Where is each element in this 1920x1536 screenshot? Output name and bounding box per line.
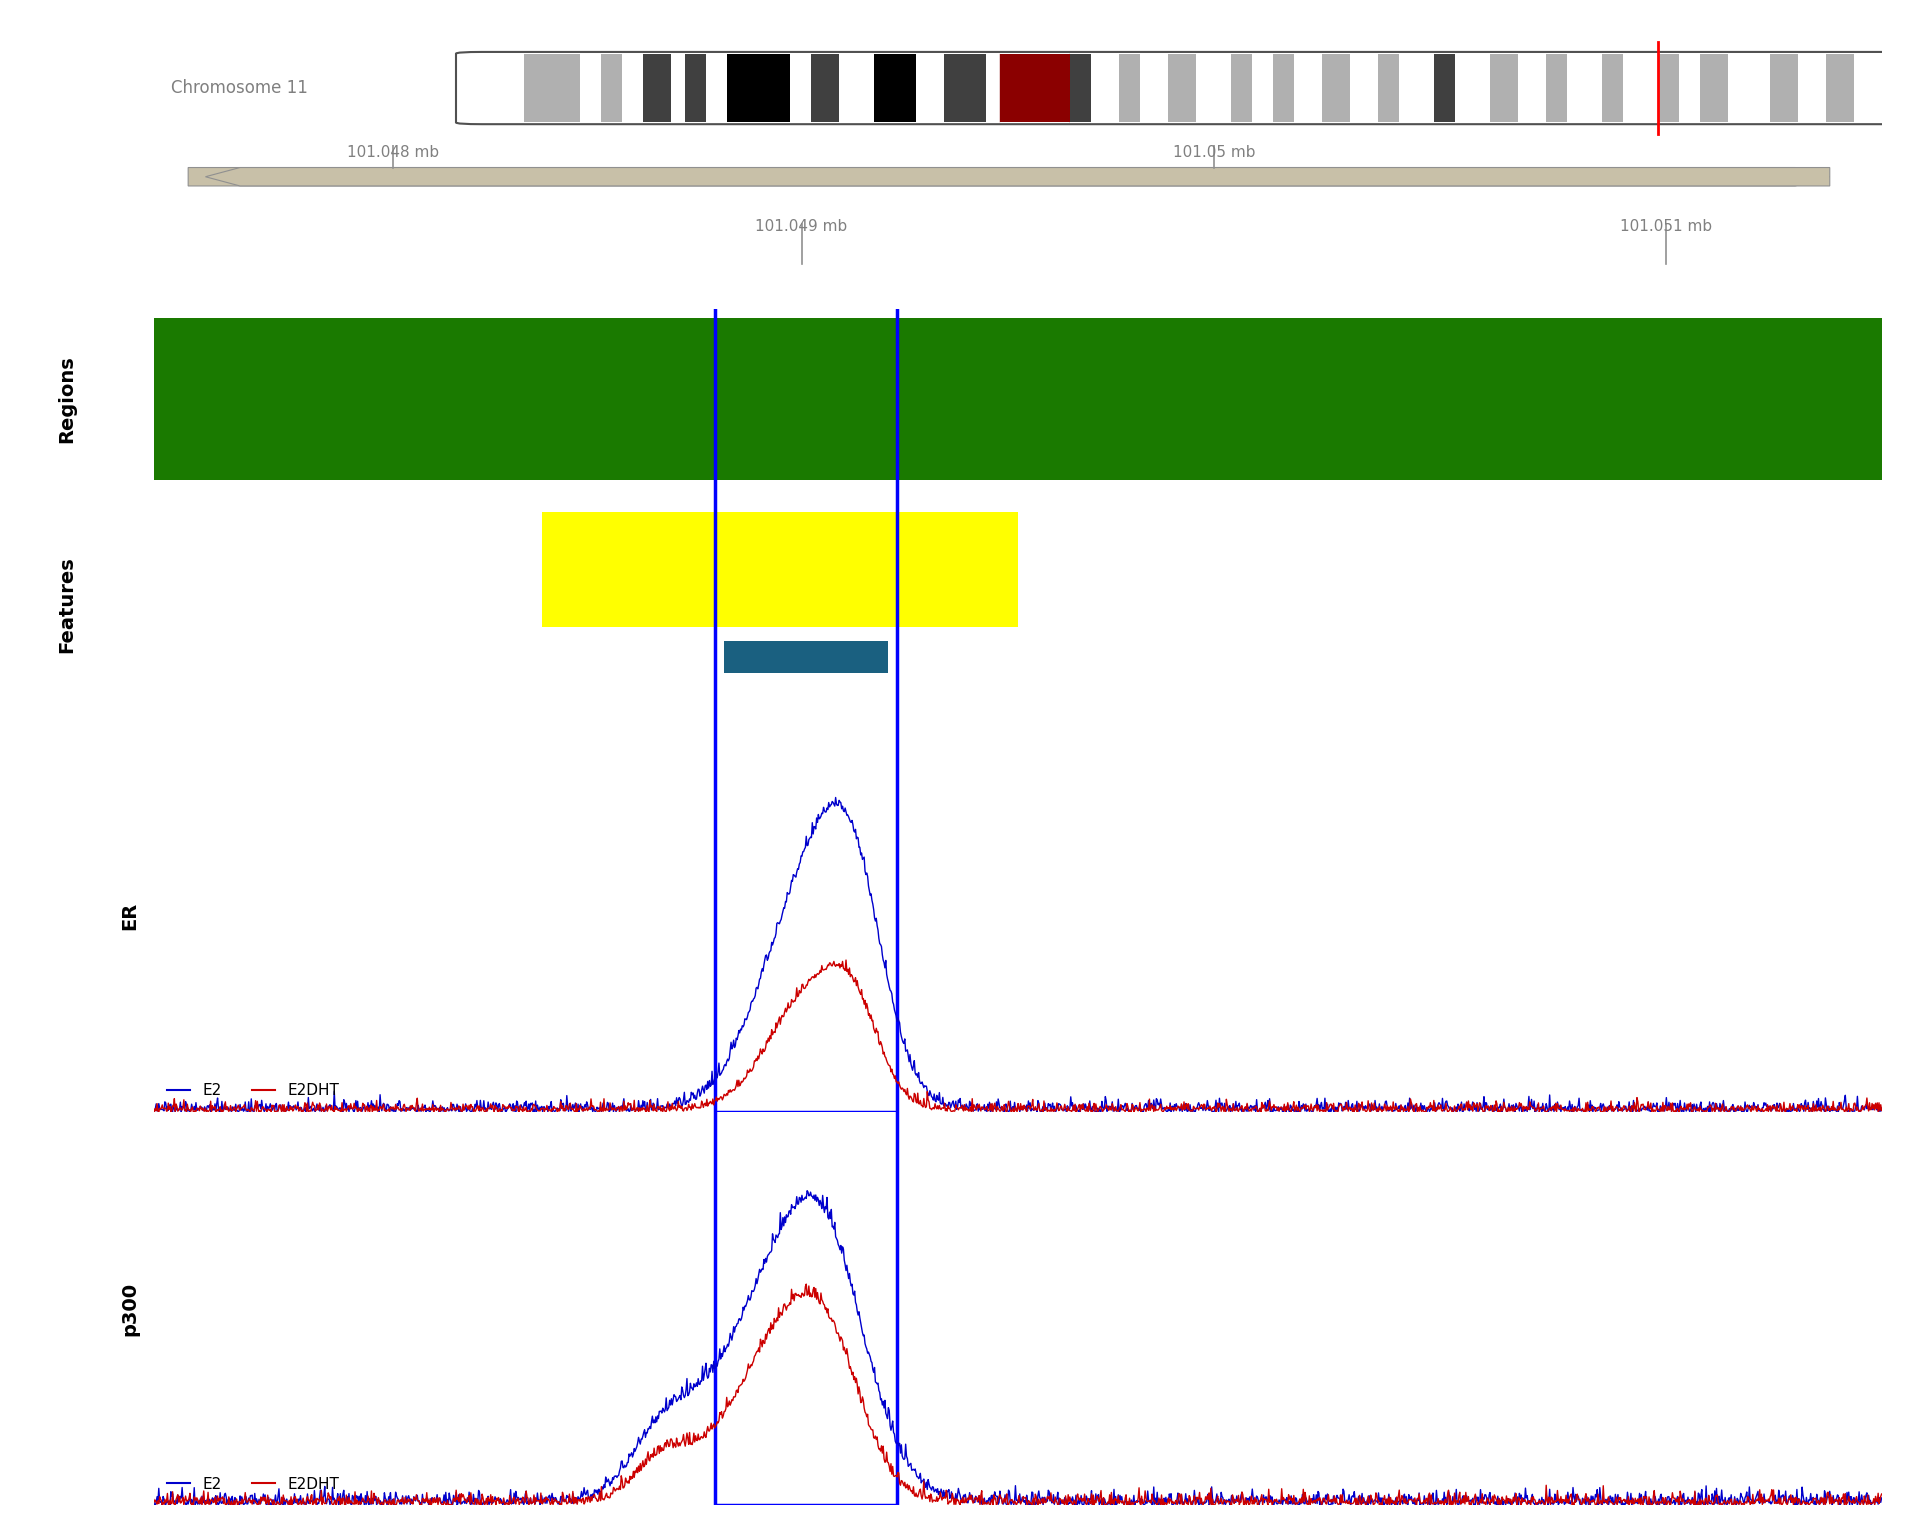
- Bar: [541, 513, 1018, 627]
- Bar: [1350, 54, 1379, 123]
- Bar: [1678, 54, 1699, 123]
- Bar: [789, 54, 810, 123]
- Legend: E2, E2DHT: E2, E2DHT: [161, 1077, 346, 1104]
- Bar: [1699, 54, 1728, 123]
- Bar: [839, 54, 874, 123]
- Bar: [1119, 54, 1140, 123]
- Bar: [1069, 54, 1091, 123]
- Y-axis label: p300: p300: [121, 1281, 140, 1336]
- Bar: [1231, 54, 1252, 123]
- Bar: [670, 54, 685, 123]
- Text: 101.049 mb: 101.049 mb: [755, 220, 849, 233]
- Bar: [685, 54, 707, 123]
- Bar: [1398, 54, 1434, 123]
- Bar: [916, 54, 945, 123]
- Polygon shape: [1035, 54, 1069, 123]
- Polygon shape: [1000, 54, 1035, 123]
- Bar: [728, 54, 789, 123]
- Bar: [724, 641, 889, 673]
- Bar: [1252, 54, 1273, 123]
- Bar: [1294, 54, 1321, 123]
- Text: 101.051 mb: 101.051 mb: [1620, 220, 1711, 233]
- Bar: [874, 54, 916, 123]
- Bar: [810, 54, 839, 123]
- Legend: E2, E2DHT: E2, E2DHT: [161, 1470, 346, 1498]
- Bar: [580, 54, 601, 123]
- Bar: [707, 54, 728, 123]
- Bar: [716, 0, 897, 849]
- Text: 101.048 mb: 101.048 mb: [348, 146, 440, 160]
- Bar: [1140, 54, 1167, 123]
- Bar: [1622, 54, 1657, 123]
- FancyArrow shape: [205, 167, 1830, 186]
- Text: 101.05 mb: 101.05 mb: [1173, 146, 1256, 160]
- Bar: [985, 54, 1000, 123]
- Text: Regions: Regions: [58, 355, 77, 444]
- Bar: [716, 719, 897, 1505]
- Bar: [601, 54, 622, 123]
- Bar: [1601, 54, 1622, 123]
- Bar: [1770, 54, 1797, 123]
- Text: Features: Features: [58, 556, 77, 653]
- Bar: [1517, 54, 1546, 123]
- Y-axis label: ER: ER: [121, 902, 140, 929]
- Bar: [1196, 54, 1231, 123]
- Bar: [1657, 54, 1678, 123]
- Bar: [1490, 54, 1517, 123]
- Bar: [622, 54, 643, 123]
- Text: Chromosome 11: Chromosome 11: [171, 78, 307, 97]
- Bar: [482, 54, 524, 123]
- Bar: [716, 31, 897, 1178]
- Bar: [1853, 54, 1882, 123]
- FancyArrow shape: [188, 167, 1830, 186]
- Bar: [1455, 54, 1490, 123]
- Bar: [524, 54, 580, 123]
- Bar: [1167, 54, 1196, 123]
- Bar: [1434, 54, 1455, 123]
- Bar: [1000, 54, 1069, 123]
- Bar: [1567, 54, 1601, 123]
- Bar: [1546, 54, 1567, 123]
- Bar: [1728, 54, 1770, 123]
- Bar: [1826, 54, 1853, 123]
- Bar: [1321, 54, 1350, 123]
- Bar: [1091, 54, 1119, 123]
- Bar: [1273, 54, 1294, 123]
- Bar: [945, 54, 985, 123]
- Bar: [1797, 54, 1826, 123]
- Bar: [643, 54, 670, 123]
- Bar: [1379, 54, 1398, 123]
- Bar: [716, 326, 897, 1112]
